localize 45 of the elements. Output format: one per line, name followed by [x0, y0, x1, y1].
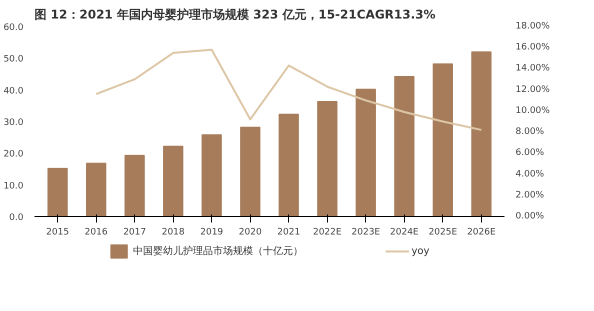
y2-tick-label: 6.00%: [516, 148, 545, 158]
y-tick-label: 40.0: [3, 86, 24, 96]
bar: [240, 126, 260, 216]
x-tick-label: 2022E: [312, 228, 342, 238]
bar: [163, 146, 184, 216]
bar: [86, 162, 106, 216]
x-tick-label: 2017: [123, 228, 146, 238]
bar: [432, 63, 453, 216]
bar: [124, 154, 145, 216]
y2-tick-label: 2.00%: [516, 190, 545, 200]
line-series: [95, 48, 482, 131]
y-tick-label: 60.0: [3, 23, 24, 33]
y2-tick-label: 8.00%: [516, 127, 545, 138]
bar: [394, 76, 414, 216]
y2-tick-label: 16.00%: [516, 42, 550, 53]
x-tick-label: 2026E: [467, 228, 496, 238]
x-tick-label: 2023E: [352, 228, 380, 238]
bar: [47, 168, 68, 216]
legend-label: 中国婴幼儿护理品市场规模（十亿元）: [133, 245, 304, 257]
x-tick-label: 2018: [162, 228, 185, 238]
bar: [317, 101, 338, 216]
bar: [471, 51, 492, 216]
bar: [202, 134, 222, 216]
x-tick-label: 2021: [277, 228, 300, 238]
bar: [278, 114, 299, 216]
legend-label: yoy: [411, 246, 430, 257]
y-tick-label: 10.0: [3, 181, 24, 192]
y-tick-label: 20.0: [3, 150, 24, 160]
x-tick-label: 2016: [84, 228, 108, 238]
x-tick-label: 2015: [46, 228, 70, 238]
x-tick-label: 2019: [200, 228, 224, 238]
x-tick-label: 2024E: [390, 228, 419, 238]
y2-tick-label: 18.00%: [516, 22, 550, 32]
y-tick-label: 30.0: [3, 118, 24, 128]
chart-title: 图 12：2021 年国内母婴护理市场规模 323 亿元，15-21CAGR13.3%: [34, 8, 436, 22]
y2-tick-label: 0.00%: [516, 212, 545, 222]
y2-tick-label: 12.00%: [516, 84, 550, 95]
y-tick-label: 50.0: [3, 54, 24, 65]
y2-tick-label: 14.00%: [516, 64, 550, 74]
x-tick-label: 2020: [238, 228, 262, 238]
x-tick-label: 2025E: [428, 228, 458, 238]
bar: [356, 88, 376, 216]
y-tick-label: 0.0: [9, 213, 24, 223]
y2-tick-label: 4.00%: [516, 169, 545, 180]
y2-tick-label: 10.00%: [516, 106, 550, 116]
